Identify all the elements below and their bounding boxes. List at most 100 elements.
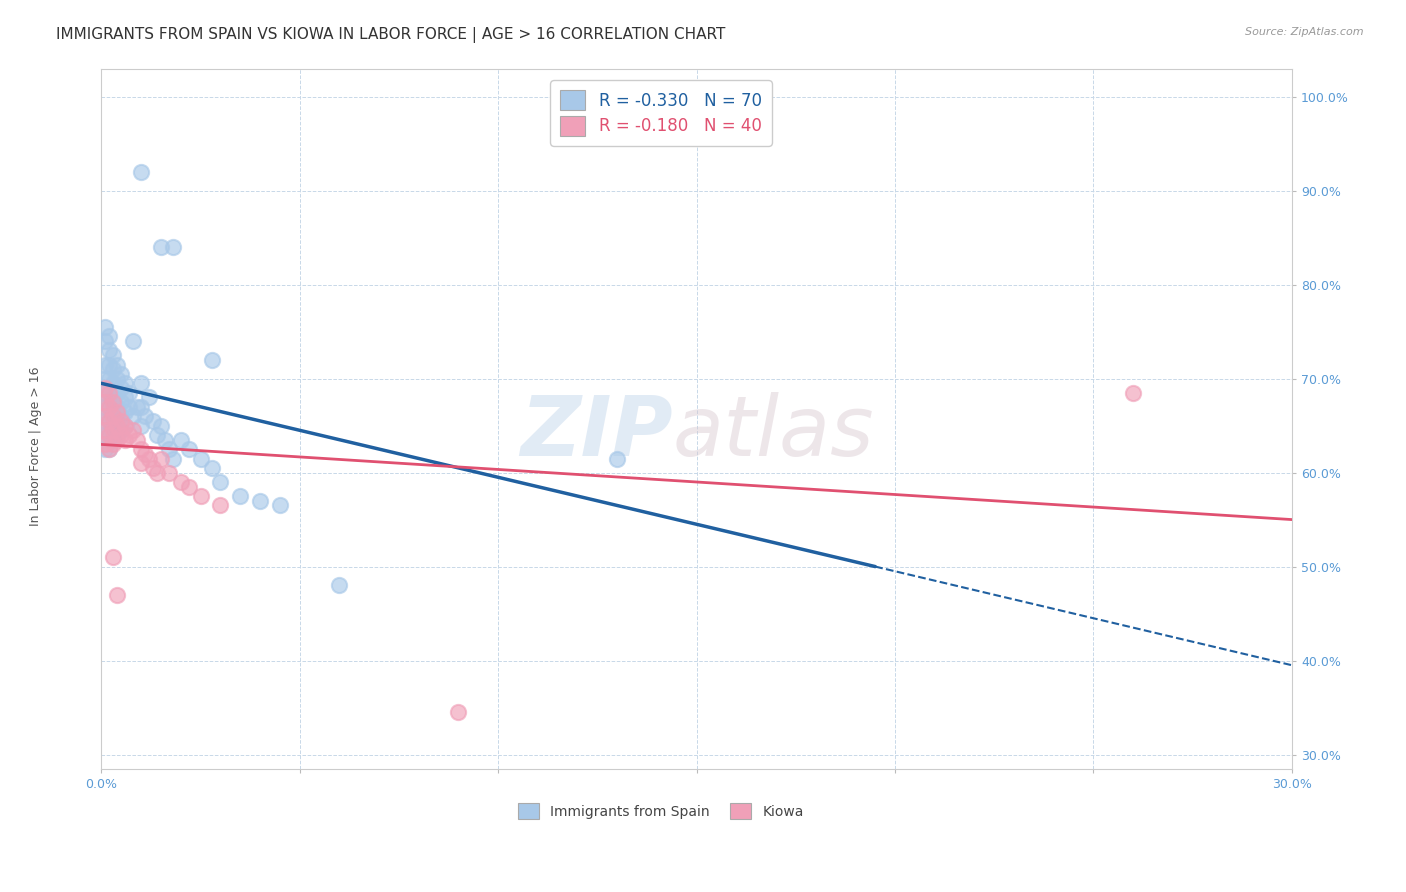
Point — [110, 423, 132, 437]
Point — [94, 414, 117, 428]
Point — [105, 371, 128, 385]
Point — [114, 433, 136, 447]
Point — [114, 418, 136, 433]
Point — [98, 371, 121, 385]
Point — [94, 371, 117, 385]
Point — [110, 409, 132, 424]
Point — [110, 414, 132, 428]
Point — [209, 499, 232, 513]
Point — [122, 423, 145, 437]
Point — [146, 466, 169, 480]
Point — [103, 395, 125, 409]
Point — [94, 400, 117, 414]
Point — [105, 418, 128, 433]
Point — [328, 578, 350, 592]
Point — [149, 418, 172, 433]
Point — [606, 451, 628, 466]
Point — [170, 475, 193, 489]
Point — [103, 437, 125, 451]
Point — [114, 391, 136, 405]
Point — [118, 400, 141, 414]
Point — [98, 414, 121, 428]
Point — [153, 433, 176, 447]
Point — [98, 400, 121, 414]
Point — [94, 423, 117, 437]
Point — [1122, 385, 1144, 400]
Point — [229, 489, 252, 503]
Text: atlas: atlas — [673, 392, 875, 473]
Point — [149, 451, 172, 466]
Point — [94, 442, 117, 456]
Point — [98, 428, 121, 442]
Point — [94, 409, 117, 424]
Point — [94, 358, 117, 372]
Point — [114, 418, 136, 433]
Point — [129, 165, 152, 179]
Point — [98, 400, 121, 414]
Point — [103, 433, 125, 447]
Point — [94, 428, 117, 442]
Point — [105, 404, 128, 418]
Point — [177, 480, 200, 494]
Point — [125, 400, 148, 414]
Point — [447, 705, 470, 719]
Point — [157, 442, 180, 456]
Point — [103, 391, 125, 405]
Point — [118, 428, 141, 442]
Point — [98, 385, 121, 400]
Point — [122, 409, 145, 424]
Point — [149, 240, 172, 254]
Point — [170, 433, 193, 447]
Point — [103, 418, 125, 433]
Point — [105, 400, 128, 414]
Point — [209, 475, 232, 489]
Point — [98, 414, 121, 428]
Point — [98, 358, 121, 372]
Point — [105, 428, 128, 442]
Point — [162, 451, 184, 466]
Point — [138, 451, 160, 466]
Point — [98, 343, 121, 358]
Point — [146, 428, 169, 442]
Point — [129, 376, 152, 391]
Text: In Labor Force | Age > 16: In Labor Force | Age > 16 — [28, 367, 42, 525]
Point — [157, 466, 180, 480]
Point — [98, 442, 121, 456]
Point — [94, 385, 117, 400]
Point — [122, 334, 145, 348]
Point — [103, 550, 125, 565]
Point — [98, 428, 121, 442]
Point — [134, 409, 156, 424]
Point — [105, 433, 128, 447]
Point — [103, 423, 125, 437]
Point — [94, 437, 117, 451]
Point — [98, 442, 121, 456]
Point — [94, 395, 117, 409]
Point — [129, 400, 152, 414]
Point — [110, 428, 132, 442]
Point — [190, 489, 212, 503]
Point — [98, 385, 121, 400]
Point — [103, 362, 125, 376]
Point — [142, 461, 165, 475]
Point — [105, 358, 128, 372]
Point — [94, 320, 117, 334]
Point — [105, 414, 128, 428]
Point — [249, 493, 271, 508]
Point — [103, 348, 125, 362]
Point — [269, 499, 291, 513]
Point — [98, 329, 121, 343]
Point — [94, 334, 117, 348]
Point — [125, 433, 148, 447]
Point — [94, 381, 117, 395]
Legend: Immigrants from Spain, Kiowa: Immigrants from Spain, Kiowa — [512, 797, 810, 825]
Point — [110, 395, 132, 409]
Text: Source: ZipAtlas.com: Source: ZipAtlas.com — [1246, 27, 1364, 37]
Point — [118, 385, 141, 400]
Point — [162, 240, 184, 254]
Point — [105, 588, 128, 602]
Point — [129, 418, 152, 433]
Point — [110, 381, 132, 395]
Point — [110, 367, 132, 381]
Point — [103, 404, 125, 418]
